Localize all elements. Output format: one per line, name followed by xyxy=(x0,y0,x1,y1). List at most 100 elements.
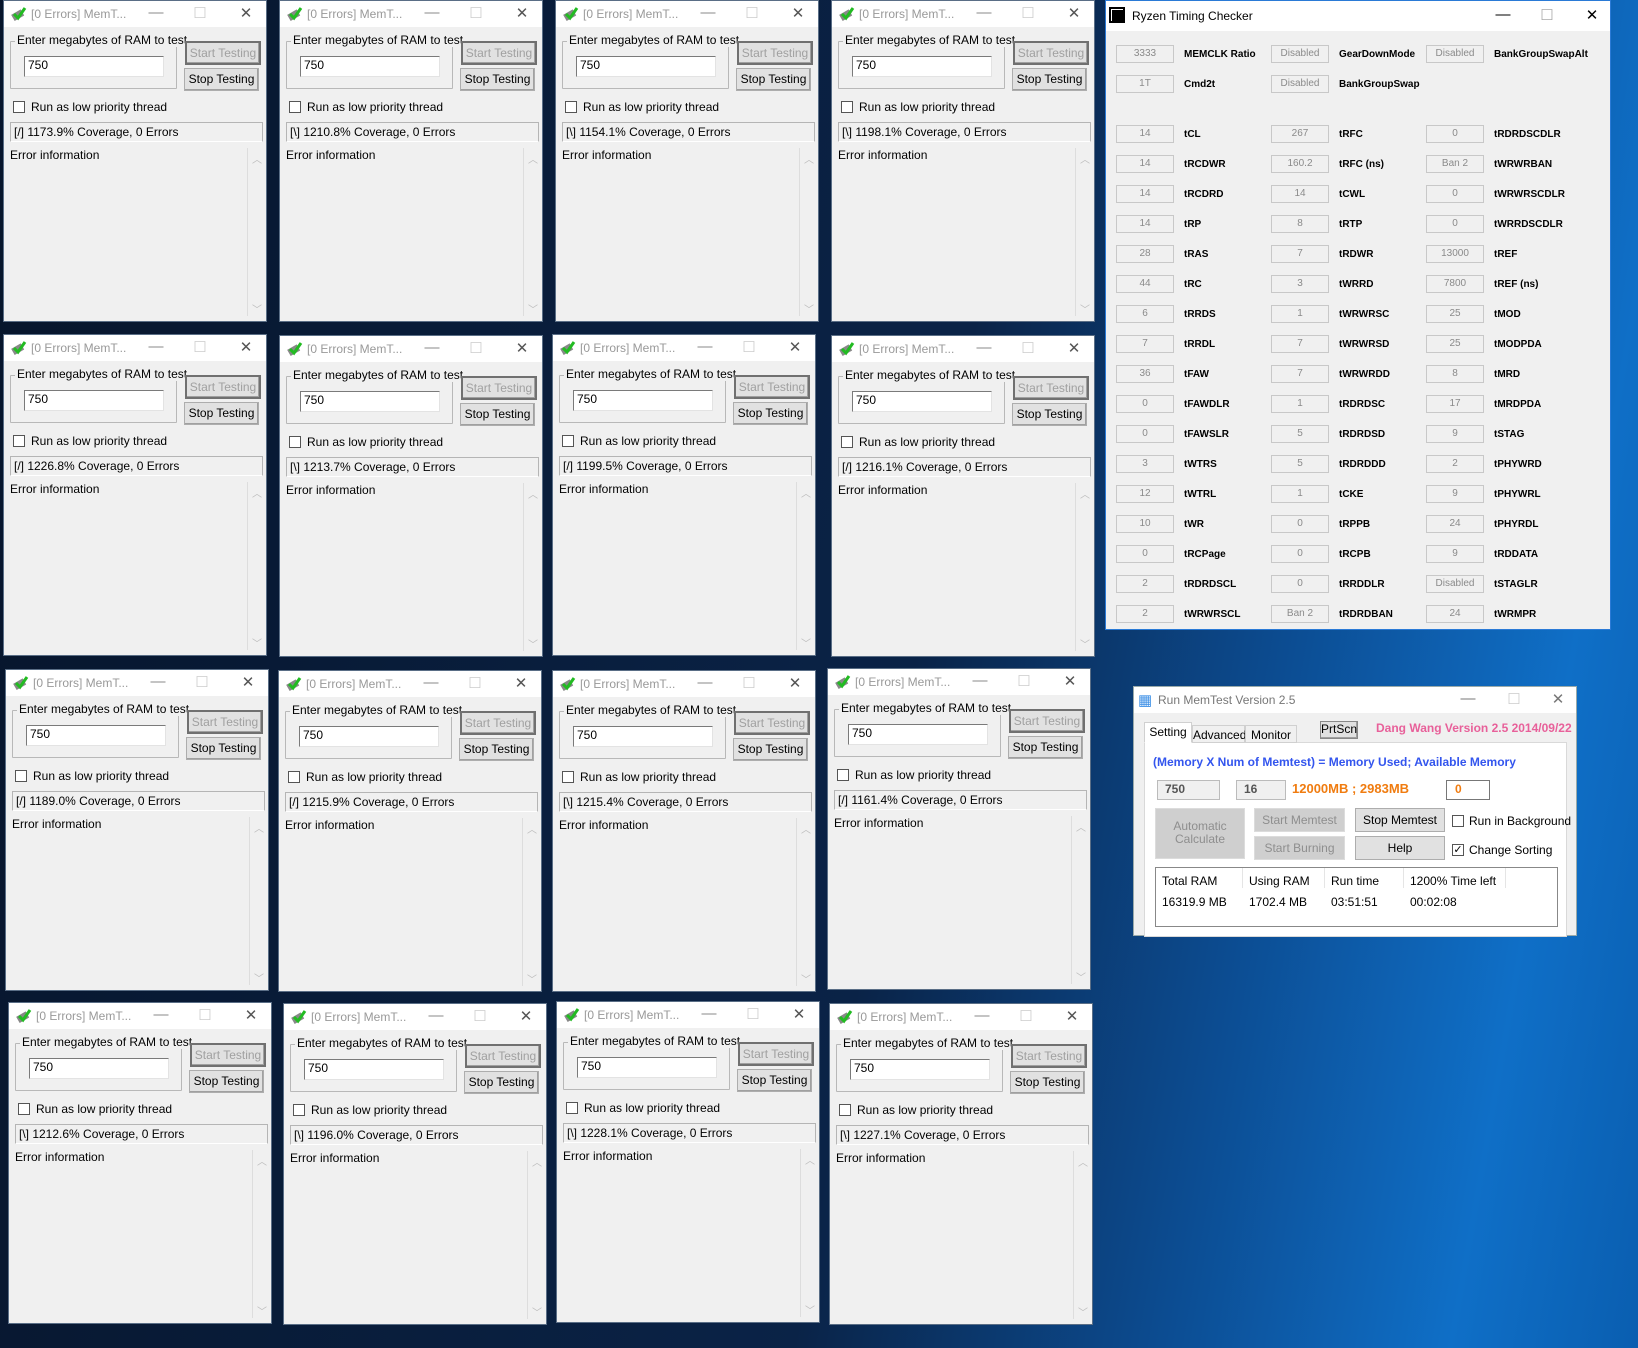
low-priority-checkbox[interactable] xyxy=(837,769,849,781)
stop-testing-button[interactable]: Stop Testing xyxy=(184,68,259,91)
help-button[interactable]: Help xyxy=(1355,836,1445,860)
ram-input[interactable]: 750 xyxy=(299,726,439,747)
ram-input[interactable]: 750 xyxy=(573,390,713,411)
error-info-scrollbar[interactable] xyxy=(247,482,248,650)
scroll-down-icon[interactable]: ﹀ xyxy=(252,305,262,316)
start-testing-button[interactable]: Start Testing xyxy=(185,375,261,399)
error-info-scrollbar[interactable] xyxy=(796,482,797,650)
start-memtest-button[interactable]: Start Memtest xyxy=(1254,808,1345,832)
scroll-down-icon[interactable]: ﹀ xyxy=(801,975,811,986)
start-testing-button[interactable]: Start Testing xyxy=(465,1044,541,1068)
scroll-up-icon[interactable]: ︿ xyxy=(254,824,264,835)
ram-input[interactable]: 750 xyxy=(852,56,992,77)
close-button[interactable]: ✕ xyxy=(515,340,529,357)
start-testing-button[interactable]: Start Testing xyxy=(734,711,810,735)
maximize-button[interactable]: ☐ xyxy=(742,675,756,692)
start-testing-button[interactable]: Start Testing xyxy=(1009,709,1085,733)
minimize-button[interactable]: — xyxy=(423,674,439,691)
low-priority-checkbox[interactable] xyxy=(18,1103,30,1115)
close-button[interactable]: ✕ xyxy=(515,5,529,22)
memory-input[interactable]: 750 xyxy=(1157,780,1220,800)
scroll-down-icon[interactable]: ﹀ xyxy=(257,1307,267,1318)
ram-input[interactable]: 750 xyxy=(850,1059,990,1080)
error-info-scrollbar[interactable] xyxy=(249,817,250,985)
scroll-down-icon[interactable]: ﹀ xyxy=(1078,1308,1088,1319)
start-testing-button[interactable]: Start Testing xyxy=(1011,1044,1087,1068)
maximize-button[interactable]: ☐ xyxy=(746,1006,760,1023)
error-info-scrollbar[interactable] xyxy=(1073,1151,1074,1319)
stop-testing-button[interactable]: Stop Testing xyxy=(464,1071,539,1094)
maximize-button[interactable]: ☐ xyxy=(1019,1008,1033,1025)
stop-testing-button[interactable]: Stop Testing xyxy=(736,68,811,91)
scroll-up-icon[interactable]: ︿ xyxy=(532,1158,542,1169)
minimize-button[interactable]: — xyxy=(697,338,713,355)
low-priority-checkbox[interactable] xyxy=(562,435,574,447)
start-testing-button[interactable]: Start Testing xyxy=(461,41,537,65)
stop-testing-button[interactable]: Stop Testing xyxy=(186,737,261,760)
error-info-scrollbar[interactable] xyxy=(522,818,523,986)
start-testing-button[interactable]: Start Testing xyxy=(190,1043,266,1067)
low-priority-checkbox[interactable] xyxy=(289,436,301,448)
start-testing-button[interactable]: Start Testing xyxy=(734,375,810,399)
stats-header[interactable]: 1200% Time left xyxy=(1410,874,1497,888)
stop-testing-button[interactable]: Stop Testing xyxy=(1012,68,1087,91)
minimize-button[interactable]: — xyxy=(153,1006,169,1023)
start-testing-button[interactable]: Start Testing xyxy=(1013,376,1089,400)
ram-input[interactable]: 750 xyxy=(24,390,164,411)
low-priority-checkbox[interactable] xyxy=(15,770,27,782)
low-priority-checkbox[interactable] xyxy=(288,771,300,783)
minimize-button[interactable]: — xyxy=(1495,6,1511,23)
scroll-down-icon[interactable]: ﹀ xyxy=(804,305,814,316)
tab-monitor[interactable]: Monitor xyxy=(1245,725,1297,743)
low-priority-checkbox[interactable] xyxy=(839,1104,851,1116)
start-testing-button[interactable]: Start Testing xyxy=(738,1042,814,1066)
minimize-button[interactable]: — xyxy=(148,4,164,21)
scroll-down-icon[interactable]: ﹀ xyxy=(805,1306,815,1317)
maximize-button[interactable]: ☐ xyxy=(195,674,209,691)
minimize-button[interactable]: — xyxy=(700,4,716,21)
minimize-button[interactable]: — xyxy=(150,673,166,690)
ram-input[interactable]: 750 xyxy=(300,391,440,412)
low-priority-checkbox[interactable] xyxy=(13,435,25,447)
minimize-button[interactable]: — xyxy=(976,4,992,21)
maximize-button[interactable]: ☐ xyxy=(1540,7,1554,24)
ram-input[interactable]: 750 xyxy=(300,56,440,77)
stop-testing-button[interactable]: Stop Testing xyxy=(733,738,808,761)
low-priority-checkbox[interactable] xyxy=(565,101,577,113)
ram-input[interactable]: 750 xyxy=(576,56,716,77)
low-priority-checkbox[interactable] xyxy=(293,1104,305,1116)
start-testing-button[interactable]: Start Testing xyxy=(185,41,261,65)
stop-memtest-button[interactable]: Stop Memtest xyxy=(1355,808,1445,832)
close-button[interactable]: ✕ xyxy=(1067,340,1081,357)
minimize-button[interactable]: — xyxy=(424,339,440,356)
minimize-button[interactable]: — xyxy=(701,1005,717,1022)
close-button[interactable]: ✕ xyxy=(244,1007,258,1024)
scroll-down-icon[interactable]: ﹀ xyxy=(1080,640,1090,651)
maximize-button[interactable]: ☐ xyxy=(198,1007,212,1024)
scroll-up-icon[interactable]: ︿ xyxy=(528,155,538,166)
scroll-up-icon[interactable]: ︿ xyxy=(528,490,538,501)
maximize-button[interactable]: ☐ xyxy=(469,340,483,357)
scroll-down-icon[interactable]: ﹀ xyxy=(254,974,264,985)
maximize-button[interactable]: ☐ xyxy=(745,5,759,22)
ram-input[interactable]: 750 xyxy=(573,726,713,747)
num-memtest-input[interactable]: 16 xyxy=(1236,780,1286,800)
scroll-up-icon[interactable]: ︿ xyxy=(801,489,811,500)
maximize-button[interactable]: ☐ xyxy=(742,339,756,356)
run-background-checkbox[interactable] xyxy=(1452,815,1464,827)
ram-input[interactable]: 750 xyxy=(577,1057,717,1078)
stop-testing-button[interactable]: Stop Testing xyxy=(460,68,535,91)
error-info-scrollbar[interactable] xyxy=(247,148,248,316)
maximize-button[interactable]: ☐ xyxy=(193,5,207,22)
scroll-up-icon[interactable]: ︿ xyxy=(1080,490,1090,501)
minimize-button[interactable]: — xyxy=(697,674,713,691)
low-priority-checkbox[interactable] xyxy=(841,436,853,448)
error-info-scrollbar[interactable] xyxy=(800,1149,801,1317)
scroll-up-icon[interactable]: ︿ xyxy=(252,489,262,500)
close-button[interactable]: ✕ xyxy=(792,1006,806,1023)
maximize-button[interactable]: ☐ xyxy=(1507,691,1521,708)
close-button[interactable]: ✕ xyxy=(239,5,253,22)
close-button[interactable]: ✕ xyxy=(239,339,253,356)
stop-testing-button[interactable]: Stop Testing xyxy=(460,403,535,426)
close-button[interactable]: ✕ xyxy=(1063,673,1077,690)
